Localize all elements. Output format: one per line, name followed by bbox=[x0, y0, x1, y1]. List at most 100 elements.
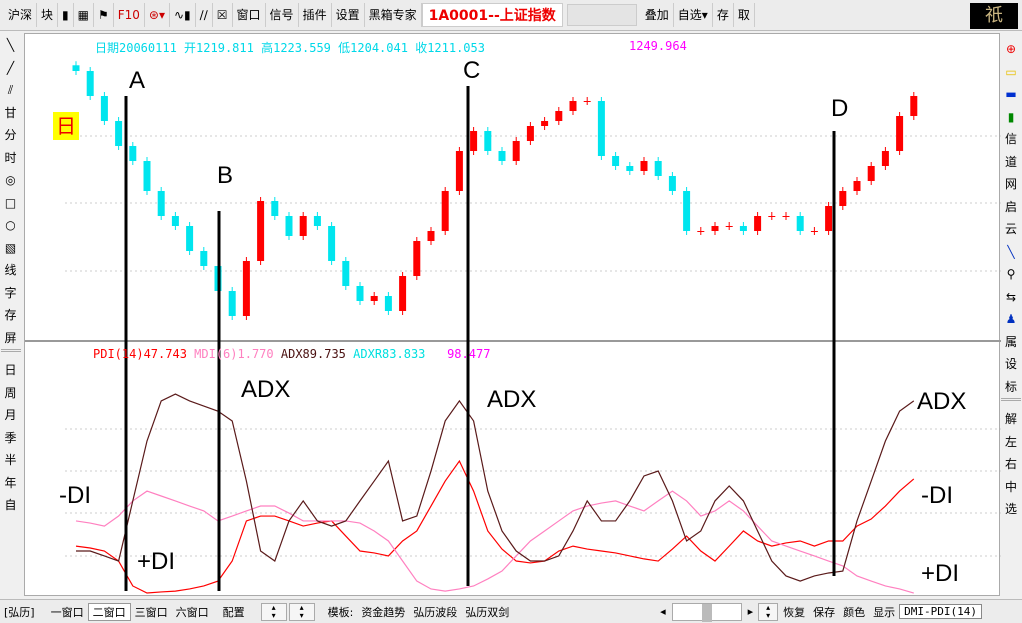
toolbar-button[interactable]: ∕∕ bbox=[196, 3, 213, 27]
spin-button[interactable]: ▴ ▾ bbox=[260, 602, 287, 621]
toolbar-button[interactable]: 叠加 bbox=[641, 3, 674, 27]
scrollbar[interactable] bbox=[671, 602, 742, 622]
toolbar-button[interactable]: 自选▾ bbox=[674, 3, 713, 27]
candle-down bbox=[86, 71, 94, 96]
tool-button[interactable]: 选 bbox=[1004, 502, 1017, 516]
toolbar-button[interactable]: 设置 bbox=[332, 3, 365, 27]
low: 低1204.041 bbox=[338, 41, 408, 55]
tool-button[interactable]: 自 bbox=[4, 498, 17, 512]
candle-down bbox=[186, 226, 194, 251]
tool-button[interactable]: ╲ bbox=[1007, 244, 1015, 259]
tool-button[interactable]: 日 bbox=[4, 363, 17, 377]
toolbar-button[interactable]: 黑箱专家 bbox=[365, 3, 422, 27]
window-3[interactable]: 三窗口 bbox=[134, 605, 168, 619]
toolbar-button[interactable]: 沪深 bbox=[4, 3, 38, 27]
tool-button[interactable]: 线 bbox=[4, 263, 17, 277]
tool-button[interactable]: 甘 bbox=[4, 105, 17, 120]
candle-down bbox=[739, 226, 747, 231]
tool-button[interactable]: 网 bbox=[1004, 177, 1017, 191]
tool-button[interactable]: 道 bbox=[1004, 154, 1017, 169]
tool-button[interactable]: 时 bbox=[4, 150, 17, 165]
candle-up bbox=[470, 131, 478, 151]
code-input[interactable] bbox=[566, 4, 637, 26]
tool-button[interactable]: ╱ bbox=[6, 60, 15, 75]
toolbar-button[interactable]: ▦ bbox=[74, 3, 94, 27]
candle-down bbox=[200, 251, 208, 266]
spin-button[interactable]: ▴ ▾ bbox=[758, 602, 779, 621]
window-1[interactable]: 一窗口 bbox=[50, 605, 84, 619]
tool-button[interactable]: 右 bbox=[1004, 457, 1017, 471]
display-button[interactable]: 显示 bbox=[873, 605, 896, 619]
tool-button[interactable]: ⫽ bbox=[7, 83, 14, 97]
tool-button[interactable]: ○ bbox=[5, 218, 16, 232]
candle-up bbox=[569, 101, 577, 111]
series-line-adx bbox=[76, 393, 915, 582]
tool-button[interactable]: ⊕ bbox=[1005, 42, 1017, 56]
indicator-selector[interactable]: DMI-PDI(14) bbox=[899, 604, 982, 619]
config-button[interactable]: 配置 bbox=[222, 605, 245, 619]
tool-button[interactable]: ▮ bbox=[1007, 109, 1015, 124]
tool-button[interactable]: 周 bbox=[4, 385, 17, 400]
save-button[interactable]: 保存 bbox=[813, 605, 836, 619]
toolbar-button[interactable]: 取 bbox=[734, 3, 755, 27]
window-6[interactable]: 六窗口 bbox=[175, 605, 209, 619]
tool-button[interactable]: ⇆ bbox=[1005, 289, 1017, 304]
template-1[interactable]: 资金趋势 bbox=[361, 605, 406, 619]
toolbar-button[interactable]: ▮ bbox=[58, 3, 74, 27]
tool-button[interactable]: 信 bbox=[1004, 132, 1017, 146]
tool-button[interactable]: ♟ bbox=[1005, 312, 1017, 326]
tool-button[interactable]: □ bbox=[4, 195, 17, 210]
pdi-value: PDI(14)47.743 bbox=[93, 347, 187, 361]
tool-button[interactable]: 月 bbox=[4, 408, 17, 422]
tool-button[interactable]: 半 bbox=[4, 453, 17, 467]
tool-button[interactable]: 左 bbox=[1004, 434, 1017, 449]
tool-button[interactable]: 中 bbox=[1004, 479, 1017, 494]
toolbar-button[interactable]: ⊛▾ bbox=[145, 3, 170, 27]
series-line-pdi bbox=[75, 459, 915, 594]
toolbar-button[interactable]: 块 bbox=[37, 3, 59, 27]
tool-button[interactable]: 云 bbox=[1004, 222, 1017, 236]
tool-button[interactable]: 启 bbox=[1004, 199, 1017, 214]
toolbar-button[interactable]: 插件 bbox=[299, 3, 332, 27]
candle-up bbox=[867, 166, 875, 181]
spin-button[interactable]: ▴ ▾ bbox=[288, 602, 315, 621]
tool-button[interactable]: 年 bbox=[4, 475, 17, 490]
toolbar-button[interactable]: ∿▮ bbox=[170, 3, 196, 27]
window-2[interactable]: 二窗口 bbox=[87, 602, 131, 621]
toolbar-button[interactable]: 窗口 bbox=[233, 3, 266, 27]
stock-selector[interactable]: 1A0001--上证指数 bbox=[421, 3, 563, 27]
candle-down bbox=[72, 65, 80, 71]
scroll-right-icon[interactable]: ▸ bbox=[747, 605, 754, 618]
color-button[interactable]: 颜色 bbox=[843, 605, 866, 619]
chart-area[interactable]: 日 日期20060111 开1219.811 高1223.559 低1204.0… bbox=[24, 33, 1001, 596]
tool-button[interactable]: 标 bbox=[1004, 379, 1017, 394]
toolbar-button[interactable]: F10 bbox=[114, 3, 145, 27]
close: 收1211.053 bbox=[415, 41, 485, 55]
tool-button[interactable]: 存 bbox=[4, 308, 17, 322]
tool-button[interactable]: ▧ bbox=[4, 240, 17, 255]
toolbar-button[interactable]: 信号 bbox=[266, 3, 299, 27]
tool-button[interactable]: ▭ bbox=[1005, 64, 1017, 79]
tool-button[interactable]: 屏 bbox=[4, 330, 17, 345]
toolbar-button[interactable]: ☒ bbox=[213, 3, 233, 27]
candle-up bbox=[555, 111, 563, 121]
tool-button[interactable]: ╲ bbox=[6, 38, 15, 52]
template-2[interactable]: 弘历波段 bbox=[413, 605, 458, 619]
toolbar-button[interactable]: 存 bbox=[713, 3, 734, 27]
scroll-left-icon[interactable]: ◂ bbox=[660, 605, 666, 618]
annotation-adx: ADX bbox=[241, 376, 291, 403]
candle-up bbox=[754, 216, 762, 231]
tool-button[interactable]: 季 bbox=[4, 430, 17, 445]
tool-button[interactable]: 字 bbox=[4, 285, 17, 300]
tool-button[interactable]: 属 bbox=[1004, 334, 1017, 349]
tool-button[interactable]: 设 bbox=[1004, 357, 1017, 371]
toolbar-button[interactable]: ⚑ bbox=[94, 3, 114, 27]
tool-button[interactable]: 分 bbox=[4, 128, 17, 142]
tool-button[interactable]: ▬ bbox=[1005, 87, 1017, 101]
tool-button[interactable]: 解 bbox=[1004, 412, 1017, 426]
tool-button[interactable]: ⚲ bbox=[1006, 267, 1016, 281]
template-3[interactable]: 弘历双剑 bbox=[465, 605, 510, 619]
tool-button[interactable]: ◎ bbox=[5, 173, 16, 187]
scroll-thumb[interactable] bbox=[701, 603, 712, 622]
restore-button[interactable]: 恢复 bbox=[783, 605, 806, 619]
